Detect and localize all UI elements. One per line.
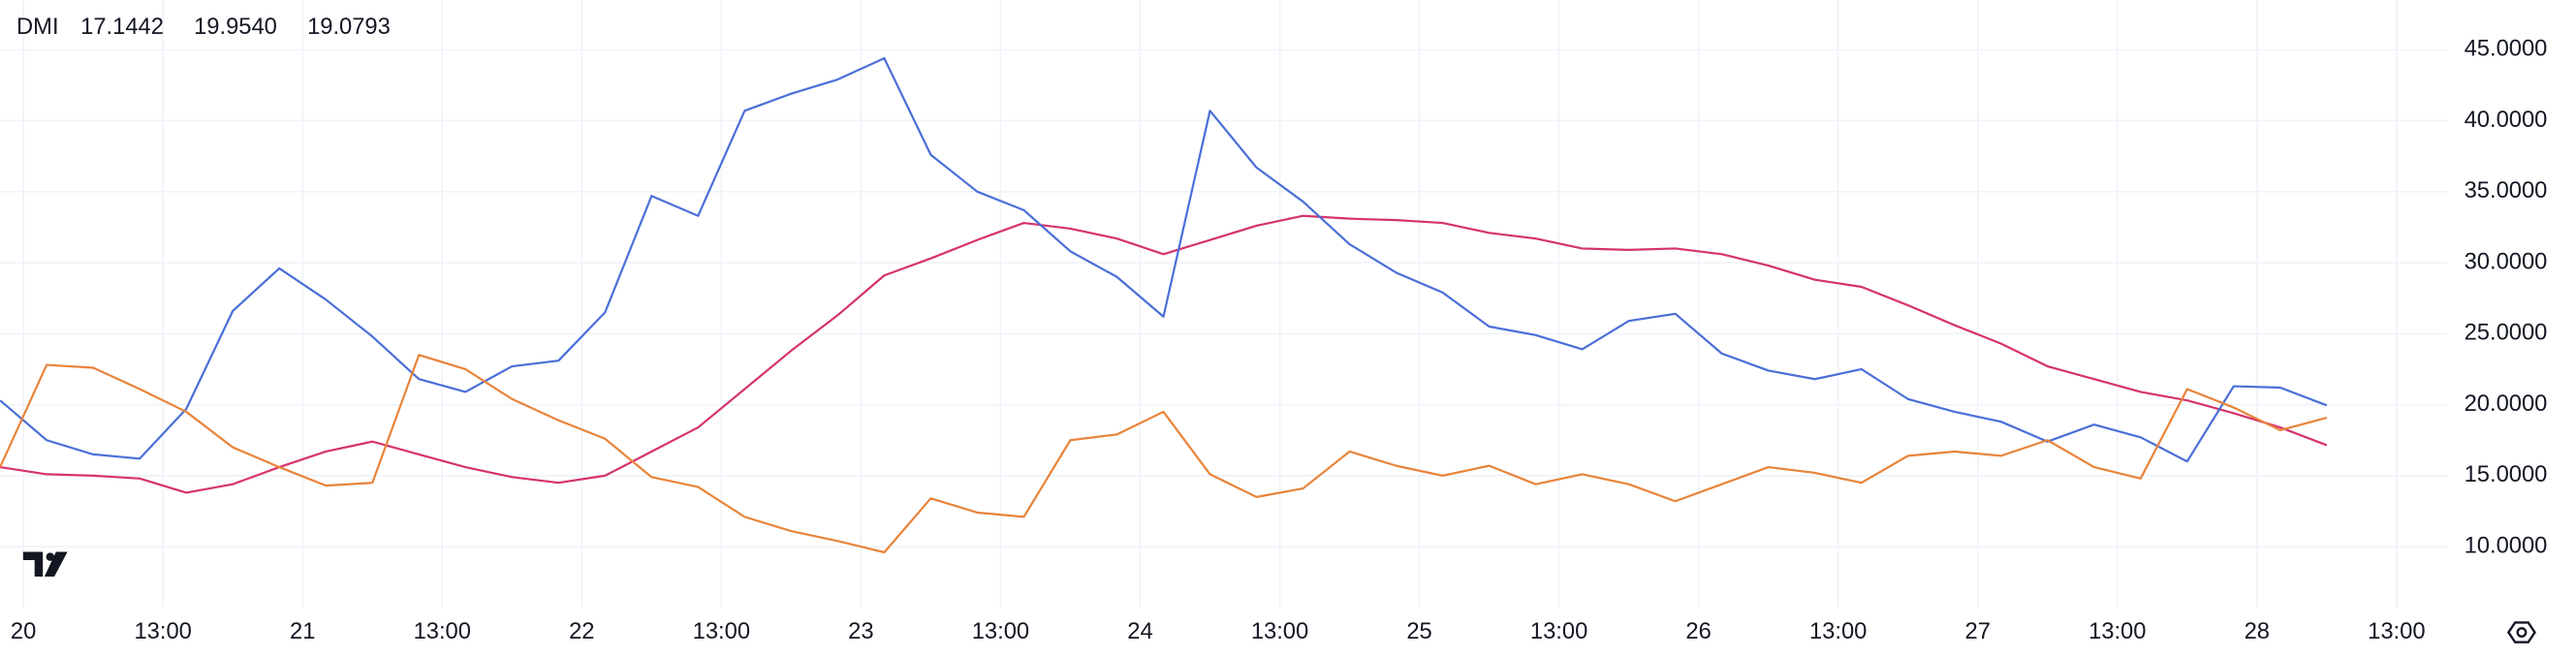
y-tick-label: 45.0000 xyxy=(2465,37,2548,62)
x-tick-label: 22 xyxy=(569,619,594,644)
y-tick-label: 40.0000 xyxy=(2465,108,2548,133)
series-line xyxy=(0,214,2328,494)
tradingview-logo xyxy=(22,551,68,577)
indicator-name: DMI xyxy=(16,15,58,40)
series-line xyxy=(0,56,2328,463)
x-tick-label: 25 xyxy=(1406,619,1431,644)
grid xyxy=(0,0,2448,609)
x-tick-label: 13:00 xyxy=(414,619,471,644)
x-tick-label: 13:00 xyxy=(1530,619,1587,644)
x-tick-label: 13:00 xyxy=(1809,619,1867,644)
settings-icon[interactable] xyxy=(2506,621,2536,643)
x-tick-label: 27 xyxy=(1965,619,1991,644)
x-tick-label: 13:00 xyxy=(134,619,191,644)
x-tick-label: 13:00 xyxy=(1251,619,1308,644)
y-tick-label: 35.0000 xyxy=(2465,178,2548,203)
x-tick-label: 13:00 xyxy=(693,619,750,644)
x-tick-label: 24 xyxy=(1127,619,1152,644)
x-tick-label: 20 xyxy=(11,619,36,644)
legend: DMI 17.1442 19.9540 19.0793 xyxy=(16,15,391,40)
y-tick-label: 20.0000 xyxy=(2465,391,2548,417)
y-tick-label: 15.0000 xyxy=(2465,462,2548,487)
x-tick-label: 13:00 xyxy=(972,619,1029,644)
x-tick-label: 21 xyxy=(290,619,315,644)
x-tick-label: 26 xyxy=(1685,619,1711,644)
y-tick-label: 10.0000 xyxy=(2465,533,2548,558)
y-tick-label: 25.0000 xyxy=(2465,321,2548,346)
legend-value: 19.0793 xyxy=(307,15,391,40)
legend-value: 19.9540 xyxy=(194,15,277,40)
x-tick-label: 13:00 xyxy=(2368,619,2425,644)
x-tick-label: 28 xyxy=(2245,619,2270,644)
legend-value: 17.1442 xyxy=(80,15,164,40)
y-tick-label: 30.0000 xyxy=(2465,249,2548,274)
lines xyxy=(0,56,2328,554)
x-tick-label: 13:00 xyxy=(2089,619,2146,644)
series-line xyxy=(0,354,2328,554)
x-tick-label: 23 xyxy=(848,619,873,644)
